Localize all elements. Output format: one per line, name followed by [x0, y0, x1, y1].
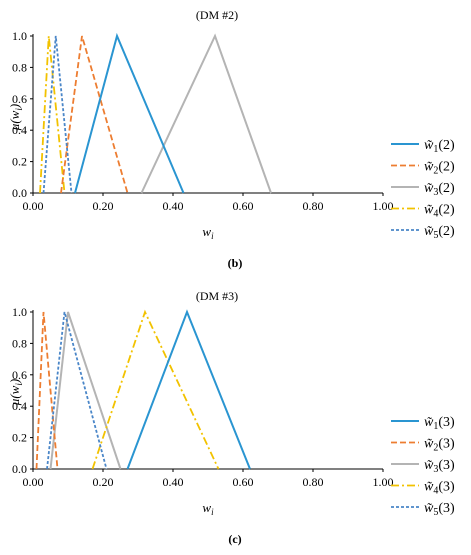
panel-label: (c) [228, 532, 241, 546]
legend-label-w5: w̃5(2) [424, 224, 455, 241]
x-tick-label: 0.00 [23, 199, 44, 213]
x-tick-label: 0.20 [93, 475, 114, 489]
series-line-w4 [39, 35, 66, 194]
y-tick-label: 0.0 [12, 462, 27, 476]
legend-label-w3: w̃3(2) [424, 181, 455, 198]
y-tick-label: 0.2 [12, 155, 27, 169]
y-tick-label: 1.0 [12, 29, 27, 43]
y-tick-label: 0.4 [12, 399, 27, 413]
x-tick-label: 1.00 [373, 475, 394, 489]
legend-label-w3: w̃3(3) [424, 458, 455, 475]
chart-legend: w̃1(3) w̃2(3) w̃3(3) w̃4(3) w̃5(3) [391, 415, 455, 518]
chart-title: (DM #2) [196, 8, 238, 22]
series-line-w4 [91, 309, 220, 470]
legend-label-w1: w̃1(3) [424, 415, 455, 432]
panel-label: (b) [228, 256, 243, 270]
plot-area: 0.0 0.2 0.4 0.6 0.8 1.0 0.00 0.20 0.40 0.60 0.80 1.… [12, 305, 394, 489]
legend-label-w5: w̃5(3) [424, 501, 455, 518]
x-axis-label: wi [202, 224, 214, 241]
x-tick-label: 0.20 [93, 199, 114, 213]
legend-label-w1: w̃1(2) [424, 138, 455, 155]
y-axis-label: μ(wi) [7, 379, 24, 406]
x-tick-label: 1.00 [373, 199, 394, 213]
chart-panel-b: (DM #2) 0.00.20.40.60.81.00.00 0.20 0.40 0.… [7, 8, 455, 270]
x-tick-label: 0.60 [233, 475, 254, 489]
y-tick-label: 0.6 [12, 368, 27, 382]
series-line-w3 [140, 33, 272, 194]
y-tick-label: 0.0 [12, 186, 27, 200]
x-axis-label: wi [202, 500, 214, 517]
x-tick-label: 0.40 [163, 199, 184, 213]
legend-label-w4: w̃4(2) [424, 203, 455, 220]
y-tick-label: 1.0 [12, 305, 27, 319]
y-tick-label: 0.6 [12, 92, 27, 106]
x-tick-label: 0.40 [163, 475, 184, 489]
legend-label-w4: w̃4(3) [424, 480, 455, 497]
y-tick-label: 0.8 [12, 60, 27, 74]
x-tick-label: 0.80 [303, 199, 324, 213]
y-tick-label: 0.8 [12, 336, 27, 350]
chart-legend: w̃1(2) w̃2(2) w̃3(2) w̃4(2) w̃5(2) [391, 138, 455, 241]
series-line-w3 [49, 311, 122, 470]
x-tick-label: 0.00 [23, 475, 44, 489]
chart-title: (DM #3) [196, 289, 238, 303]
y-axis-label: μ(wi) [7, 104, 24, 131]
series-line-w5 [42, 35, 73, 194]
y-tick-label: 0.4 [12, 123, 27, 137]
series-line-w2 [35, 311, 59, 470]
series-line-w1 [126, 309, 251, 470]
legend-label-w2: w̃2(2) [424, 160, 455, 177]
legend-label-w2: w̃2(3) [424, 437, 455, 454]
plot-area: 0.0 0.2 0.4 0.6 0.8 1.0 0.00 0.20 0.40 0.60 0.80 1.… [12, 29, 394, 213]
y-tick-label: 0.2 [12, 431, 27, 445]
chart-panel-c: (DM #3) 0.00.20.40.60.81.00.00 0.20 0.40 0.… [7, 289, 455, 546]
series-line-w2 [60, 35, 129, 194]
x-tick-label: 0.80 [303, 475, 324, 489]
x-tick-label: 0.60 [233, 199, 254, 213]
series-line-w5 [46, 311, 108, 470]
series-line-w1 [74, 32, 185, 194]
